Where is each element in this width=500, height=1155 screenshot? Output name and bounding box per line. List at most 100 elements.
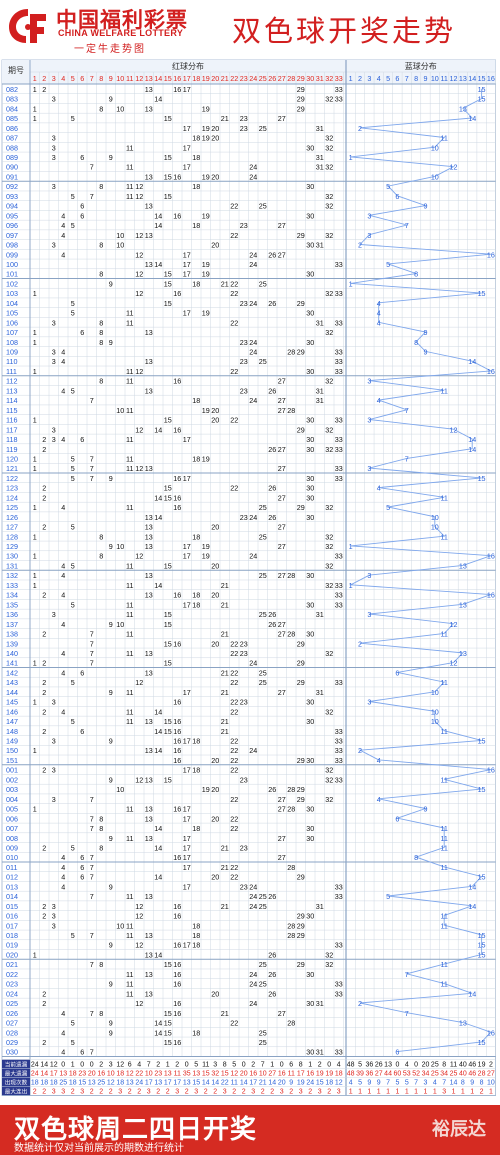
red-ball-number: 1 (33, 338, 37, 347)
red-ball-number: 22 (230, 737, 238, 746)
red-ball-number: 11 (126, 707, 133, 716)
stat-value: 10 (487, 1080, 495, 1087)
blue-ball-number: 13 (459, 600, 467, 609)
red-ball-number: 13 (145, 717, 153, 726)
red-ball-number: 24 (249, 980, 257, 989)
red-ball-number: 26 (268, 989, 276, 998)
red-ball-number: 30 (306, 834, 314, 843)
red-ball-number: 1 (33, 114, 37, 123)
stat-value: 2 (242, 1089, 246, 1096)
red-ball-number: 29 (297, 795, 305, 804)
red-ball-number: 17 (183, 737, 191, 746)
stat-value: 40 (459, 1062, 467, 1069)
red-ball-number: 1 (33, 532, 37, 541)
issue-label: 004 (6, 795, 18, 804)
red-ball-number: 5 (71, 474, 75, 483)
blue-ball-number: 11 (440, 863, 447, 872)
blue-ball-number: 14 (468, 357, 476, 366)
red-ball-number: 12 (135, 250, 143, 259)
red-ball-number: 33 (335, 892, 343, 901)
red-ball-number: 17 (183, 435, 191, 444)
stat-value: 2 (213, 1089, 217, 1096)
stat-row-label: 当前遗漏 (5, 1061, 28, 1069)
red-ball-number: 26 (268, 513, 276, 522)
red-ball-number: 4 (61, 250, 65, 259)
red-ball-number: 12 (135, 270, 143, 279)
red-ball-number: 7 (90, 1009, 94, 1018)
red-ball-number: 8 (99, 1009, 103, 1018)
red-ball-number: 13 (145, 532, 153, 541)
issue-label: 002 (6, 775, 18, 784)
red-ball-number: 20 (211, 406, 219, 415)
red-ball-number: 24 (249, 999, 257, 1008)
red-ball-number: 25 (259, 571, 267, 580)
red-ball-number: 8 (99, 843, 103, 852)
red-ball-number: 22 (230, 746, 238, 755)
red-number-header: 15 (164, 74, 172, 83)
red-ball-number: 23 (240, 843, 248, 852)
blue-ball-number: 3 (367, 211, 371, 220)
blue-trend-line (349, 88, 493, 1053)
red-ball-number: 7 (90, 659, 94, 668)
red-ball-number: 6 (80, 873, 84, 882)
red-ball-number: 3 (52, 143, 56, 152)
red-ball-number: 16 (173, 960, 181, 969)
blue-ball-number: 10 (431, 143, 439, 152)
red-ball-number: 33 (335, 260, 343, 269)
red-ball-number: 30 (306, 435, 314, 444)
red-ball-number: 22 (230, 416, 238, 425)
red-ball-number: 5 (71, 114, 75, 123)
red-ball-number: 10 (116, 231, 124, 240)
blue-ball-number: 5 (386, 182, 390, 191)
blue-ball-number: 10 (431, 717, 439, 726)
stat-value: 18 (116, 1071, 124, 1078)
blue-ball-number: 2 (358, 639, 362, 648)
red-ball-number: 8 (99, 182, 103, 191)
red-number-header: 6 (80, 74, 84, 83)
blue-number-header: 5 (386, 74, 390, 83)
stat-value: 39 (356, 1071, 364, 1078)
blue-ball-number: 7 (405, 406, 409, 415)
red-ball-number: 15 (164, 493, 172, 502)
stat-value: 0 (242, 1062, 246, 1069)
issue-label: 108 (6, 338, 18, 347)
red-ball-number: 7 (90, 863, 94, 872)
red-ball-number: 29 (297, 231, 305, 240)
red-ball-number: 6 (80, 202, 84, 211)
red-ball-number: 11 (126, 688, 133, 697)
issue-label: 148 (6, 727, 18, 736)
stat-value: 36 (365, 1062, 373, 1069)
red-ball-number: 2 (42, 912, 46, 921)
issue-label: 095 (6, 211, 18, 220)
stat-value: 3 (175, 1089, 179, 1096)
stat-value: 8 (480, 1080, 484, 1087)
red-ball-number: 24 (249, 970, 257, 979)
red-ball-number: 16 (173, 377, 181, 386)
red-ball-number: 13 (145, 104, 153, 113)
red-ball-number: 23 (240, 882, 248, 891)
blue-ball-number: 2 (358, 746, 362, 755)
stat-value: 2 (270, 1089, 274, 1096)
red-ball-number: 25 (259, 668, 267, 677)
red-ball-number: 2 (42, 843, 46, 852)
red-ball-number: 20 (211, 591, 219, 600)
stat-value: 18 (69, 1071, 77, 1078)
blue-ball-number: 6 (395, 192, 399, 201)
footer-brand: 裕辰达 (432, 1119, 486, 1140)
red-ball-number: 20 (211, 785, 219, 794)
blue-ball-number: 14 (468, 445, 476, 454)
stat-value: 2 (90, 1089, 94, 1096)
red-ball-number: 3 (52, 348, 56, 357)
red-ball-number: 4 (61, 591, 65, 600)
page-title: 双色球开奖走势 (232, 14, 457, 48)
red-ball-number: 15 (164, 279, 172, 288)
red-ball-number: 22 (230, 756, 238, 765)
blue-number-header: 8 (414, 74, 418, 83)
stat-value: 52 (412, 1071, 420, 1078)
stat-value: 15 (316, 1080, 324, 1087)
red-ball-number: 3 (52, 795, 56, 804)
stat-value: 1 (395, 1089, 399, 1096)
red-ball-number: 7 (90, 396, 94, 405)
red-number-header: 7 (90, 74, 94, 83)
issue-label: 027 (6, 1019, 18, 1028)
